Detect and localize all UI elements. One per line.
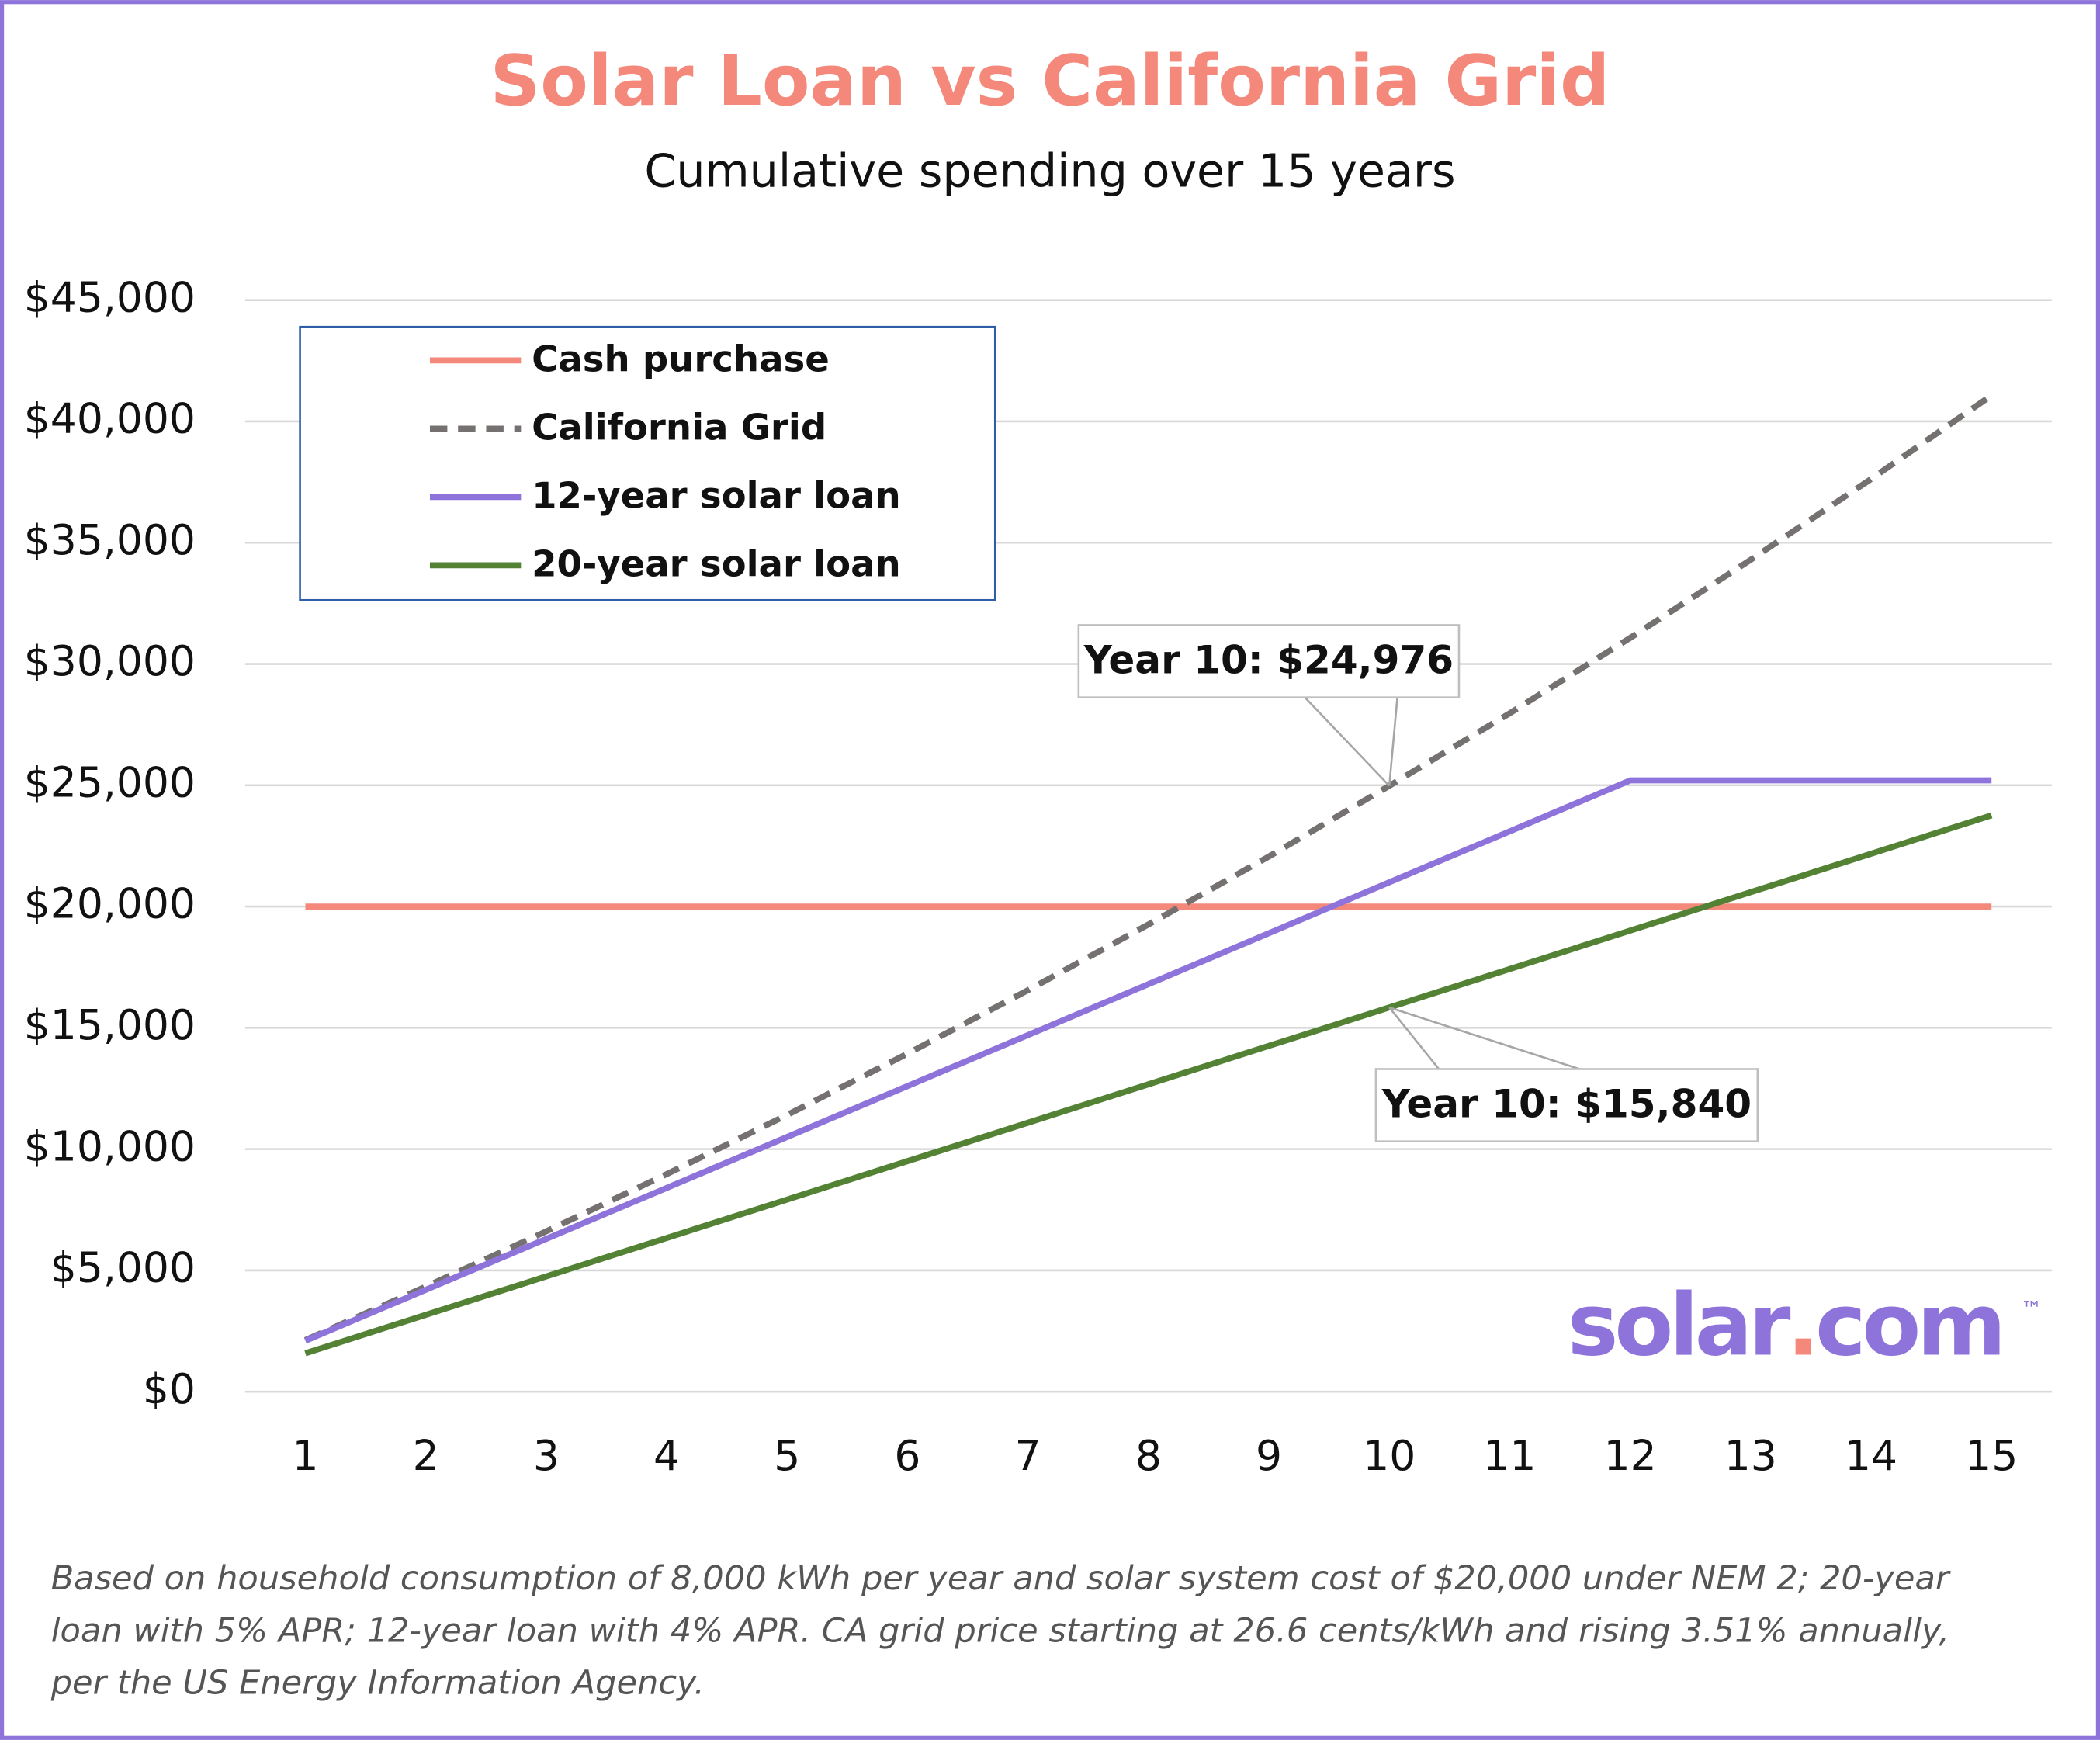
logo-part: . <box>1786 1276 1815 1376</box>
logo-trademark: ™ <box>2021 1296 2043 1322</box>
chart-subtitle: Cumulative spending over 15 years <box>644 145 1455 198</box>
footnote: loan with 5% APR; 12-year loan with 4% A… <box>51 1611 1949 1650</box>
logo: solar.com <box>1568 1276 2002 1376</box>
x-tick-label: 11 <box>1483 1431 1536 1480</box>
x-tick-label: 15 <box>1965 1431 2018 1480</box>
data-label: Year 10: $15,840 <box>1381 1081 1752 1126</box>
y-tick-label: $45,000 <box>24 272 196 321</box>
y-tick-label: $35,000 <box>24 515 196 564</box>
x-tick-label: 10 <box>1363 1431 1416 1480</box>
callout-box <box>1077 624 1461 698</box>
x-tick-label: 3 <box>533 1431 560 1480</box>
x-tick-label: 4 <box>653 1431 680 1480</box>
legend-label: 12-year solar loan <box>532 475 901 517</box>
x-tick-label: 9 <box>1256 1431 1282 1480</box>
x-tick-label: 13 <box>1724 1431 1777 1480</box>
legend-label: California Grid <box>532 407 826 449</box>
y-tick-label: $15,000 <box>24 1000 196 1049</box>
y-tick-label: $5,000 <box>50 1243 196 1292</box>
series-line <box>304 812 1993 1357</box>
x-tick-label: 1 <box>292 1431 318 1480</box>
y-tick-label: $20,000 <box>24 879 196 928</box>
callout-leader <box>1388 1006 1580 1070</box>
callout-box <box>1374 1068 1759 1142</box>
legend-box <box>299 325 996 601</box>
series-line <box>303 777 1992 1344</box>
callout-leader <box>1304 696 1391 787</box>
y-tick-label: $30,000 <box>24 636 196 685</box>
x-tick-label: 12 <box>1604 1431 1657 1480</box>
y-tick-label: $10,000 <box>24 1121 196 1170</box>
x-tick-label: 14 <box>1845 1431 1897 1480</box>
y-tick-label: $25,000 <box>24 757 196 806</box>
y-tick-label: $0 <box>143 1364 196 1413</box>
legend: Cash purchase California Grid 12-year sola… <box>299 325 996 601</box>
legend-label: Cash purchase <box>532 338 830 380</box>
x-tick-label: 5 <box>774 1431 800 1480</box>
y-tick-label: $40,000 <box>24 394 196 443</box>
x-tick-label: 2 <box>413 1431 439 1480</box>
series-line <box>303 393 1994 1343</box>
legend-label: 20-year solar loan <box>532 543 901 585</box>
x-tick-label: 6 <box>894 1431 920 1480</box>
x-tick-label: 8 <box>1135 1431 1162 1480</box>
chart-title: Solar Loan vs California Grid <box>490 41 1610 122</box>
logo-part: solar <box>1568 1276 1791 1376</box>
footnote: Based on household consumption of 8,000 … <box>51 1559 1951 1598</box>
callout-leader <box>1388 697 1398 786</box>
callout-leader <box>1388 1007 1440 1070</box>
footnote: per the US Energy Information Agency. <box>50 1664 705 1703</box>
x-tick-label: 7 <box>1015 1431 1041 1480</box>
data-label: Year 10: $24,976 <box>1083 637 1454 682</box>
logo-part: com <box>1815 1276 2002 1376</box>
